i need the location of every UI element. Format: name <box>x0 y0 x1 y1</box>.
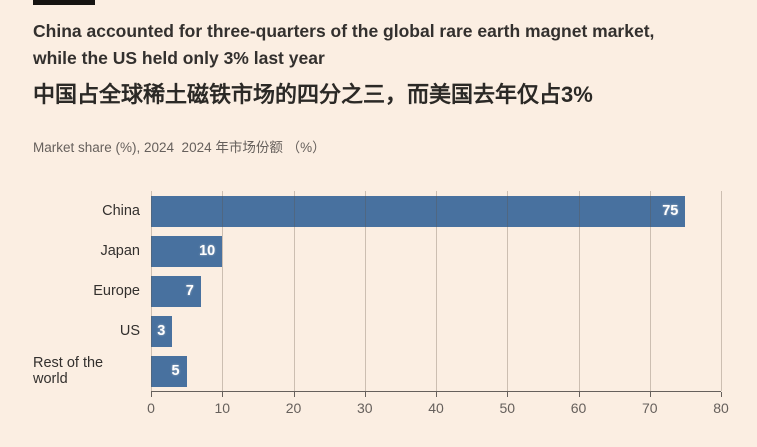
bar-rest-of-the-world: 5 <box>151 355 187 387</box>
category-label: US <box>119 323 140 339</box>
axis-tick-label: 40 <box>428 400 444 416</box>
axis-tick-label: 70 <box>641 400 658 416</box>
chart-title-en-line1: China accounted for three-quarters of th… <box>33 21 655 41</box>
chart-title-en: China accounted for three-quarters of th… <box>33 18 721 72</box>
bar-europe: 7 <box>151 275 201 307</box>
axis-tick <box>364 392 366 397</box>
plot-area: 75 10 7 3 5 <box>151 191 722 391</box>
axis-tick <box>436 392 437 397</box>
category-label: China <box>102 203 140 219</box>
chart-row: 10 <box>151 231 721 271</box>
bar-china: 75 <box>151 195 686 227</box>
axis-tick-label: 10 <box>214 400 231 416</box>
axis-tick-label: 80 <box>713 400 729 416</box>
axis-tick-label: 50 <box>499 400 516 416</box>
axis-tick <box>649 392 651 397</box>
axis-tick-label: 20 <box>285 400 302 416</box>
axis-tick <box>151 392 152 397</box>
category-label: Europe <box>93 283 140 299</box>
category-label: Rest of the world <box>33 355 104 387</box>
axis-tick <box>507 392 509 397</box>
bar-us: 3 <box>151 315 173 347</box>
category-labels: China Japan Europe US Rest of the world <box>33 191 151 391</box>
category-label: Japan <box>100 243 140 259</box>
axis-tick-label: 0 <box>147 400 155 416</box>
gridline <box>721 191 722 391</box>
chart-subtitle: Market share (%), 2024 2024 年市场份额 （%） <box>33 140 326 155</box>
axis-spacer <box>33 391 151 420</box>
bar-value-label: 3 <box>157 323 166 339</box>
bar-value-label: 10 <box>199 243 216 259</box>
axis-tick-label: 60 <box>570 400 587 416</box>
axis-tick <box>721 392 722 397</box>
bar-value-label: 7 <box>185 283 194 299</box>
axis-tick <box>578 392 580 397</box>
chart-row: 75 <box>151 191 721 231</box>
headline-tag-rule <box>33 0 95 5</box>
chart-row: 7 <box>151 271 721 311</box>
x-axis: 0 10 20 30 40 50 60 70 80 <box>147 391 729 420</box>
chart-title-en-line2: while the US held only 3% last year <box>33 48 325 68</box>
axis-tick <box>293 392 295 397</box>
chart-title-zh: 中国占全球稀土磁铁市场的四分之三，而美国去年仅占3% <box>33 82 593 107</box>
axis-row: 0 10 20 30 40 50 60 70 80 <box>33 391 729 420</box>
bar-value-label: 75 <box>662 203 679 219</box>
axis-tick <box>222 392 224 397</box>
chart-row: 5 <box>151 351 721 391</box>
bar-japan: 10 <box>151 235 223 267</box>
chart-row: 3 <box>151 311 721 351</box>
plot-wrap: China Japan Europe US Rest of the world 75 10… <box>33 191 722 391</box>
bar-chart: China Japan Europe US Rest of the world 75 10… <box>33 191 729 420</box>
bar-value-label: 5 <box>171 363 180 379</box>
axis-tick-label: 30 <box>356 400 373 416</box>
bars: 75 10 7 3 5 <box>151 191 721 391</box>
